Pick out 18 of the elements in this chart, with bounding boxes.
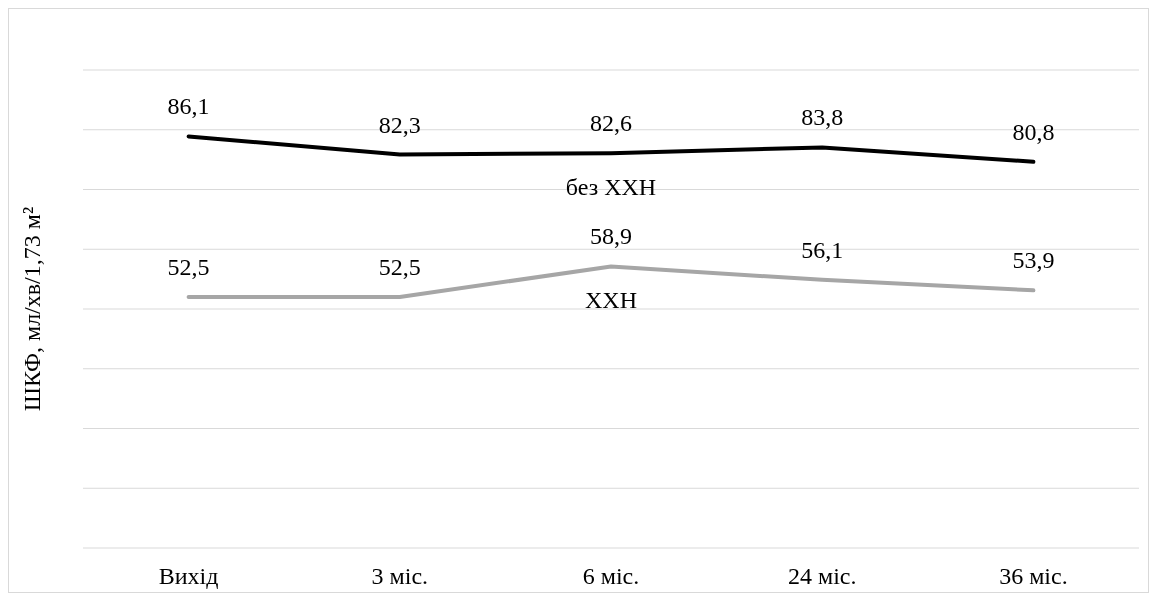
series-label: ХХН xyxy=(585,287,637,314)
data-label: 52,5 xyxy=(167,254,210,281)
data-label: 80,8 xyxy=(1012,118,1055,145)
data-label: 58,9 xyxy=(590,223,632,250)
x-tick-label: 6 міс. xyxy=(582,563,640,589)
data-label: 52,5 xyxy=(378,254,421,281)
data-label: 83,8 xyxy=(801,104,844,131)
x-tick-label: Вихід xyxy=(158,563,219,589)
data-label: 56,1 xyxy=(801,236,844,263)
y-axis-title: ШКФ, мл/хв/1,73 м² xyxy=(19,206,45,412)
series-label: без ХХН xyxy=(565,174,657,201)
x-tick-label: 36 міс. xyxy=(999,563,1068,589)
data-label: 82,3 xyxy=(378,111,421,138)
data-label: 86,1 xyxy=(167,93,210,120)
x-tick-label: 24 міс. xyxy=(787,563,857,589)
data-label: 53,9 xyxy=(1012,247,1055,274)
x-tick-label: 3 міс. xyxy=(371,563,429,589)
data-label: 82,6 xyxy=(590,110,632,137)
